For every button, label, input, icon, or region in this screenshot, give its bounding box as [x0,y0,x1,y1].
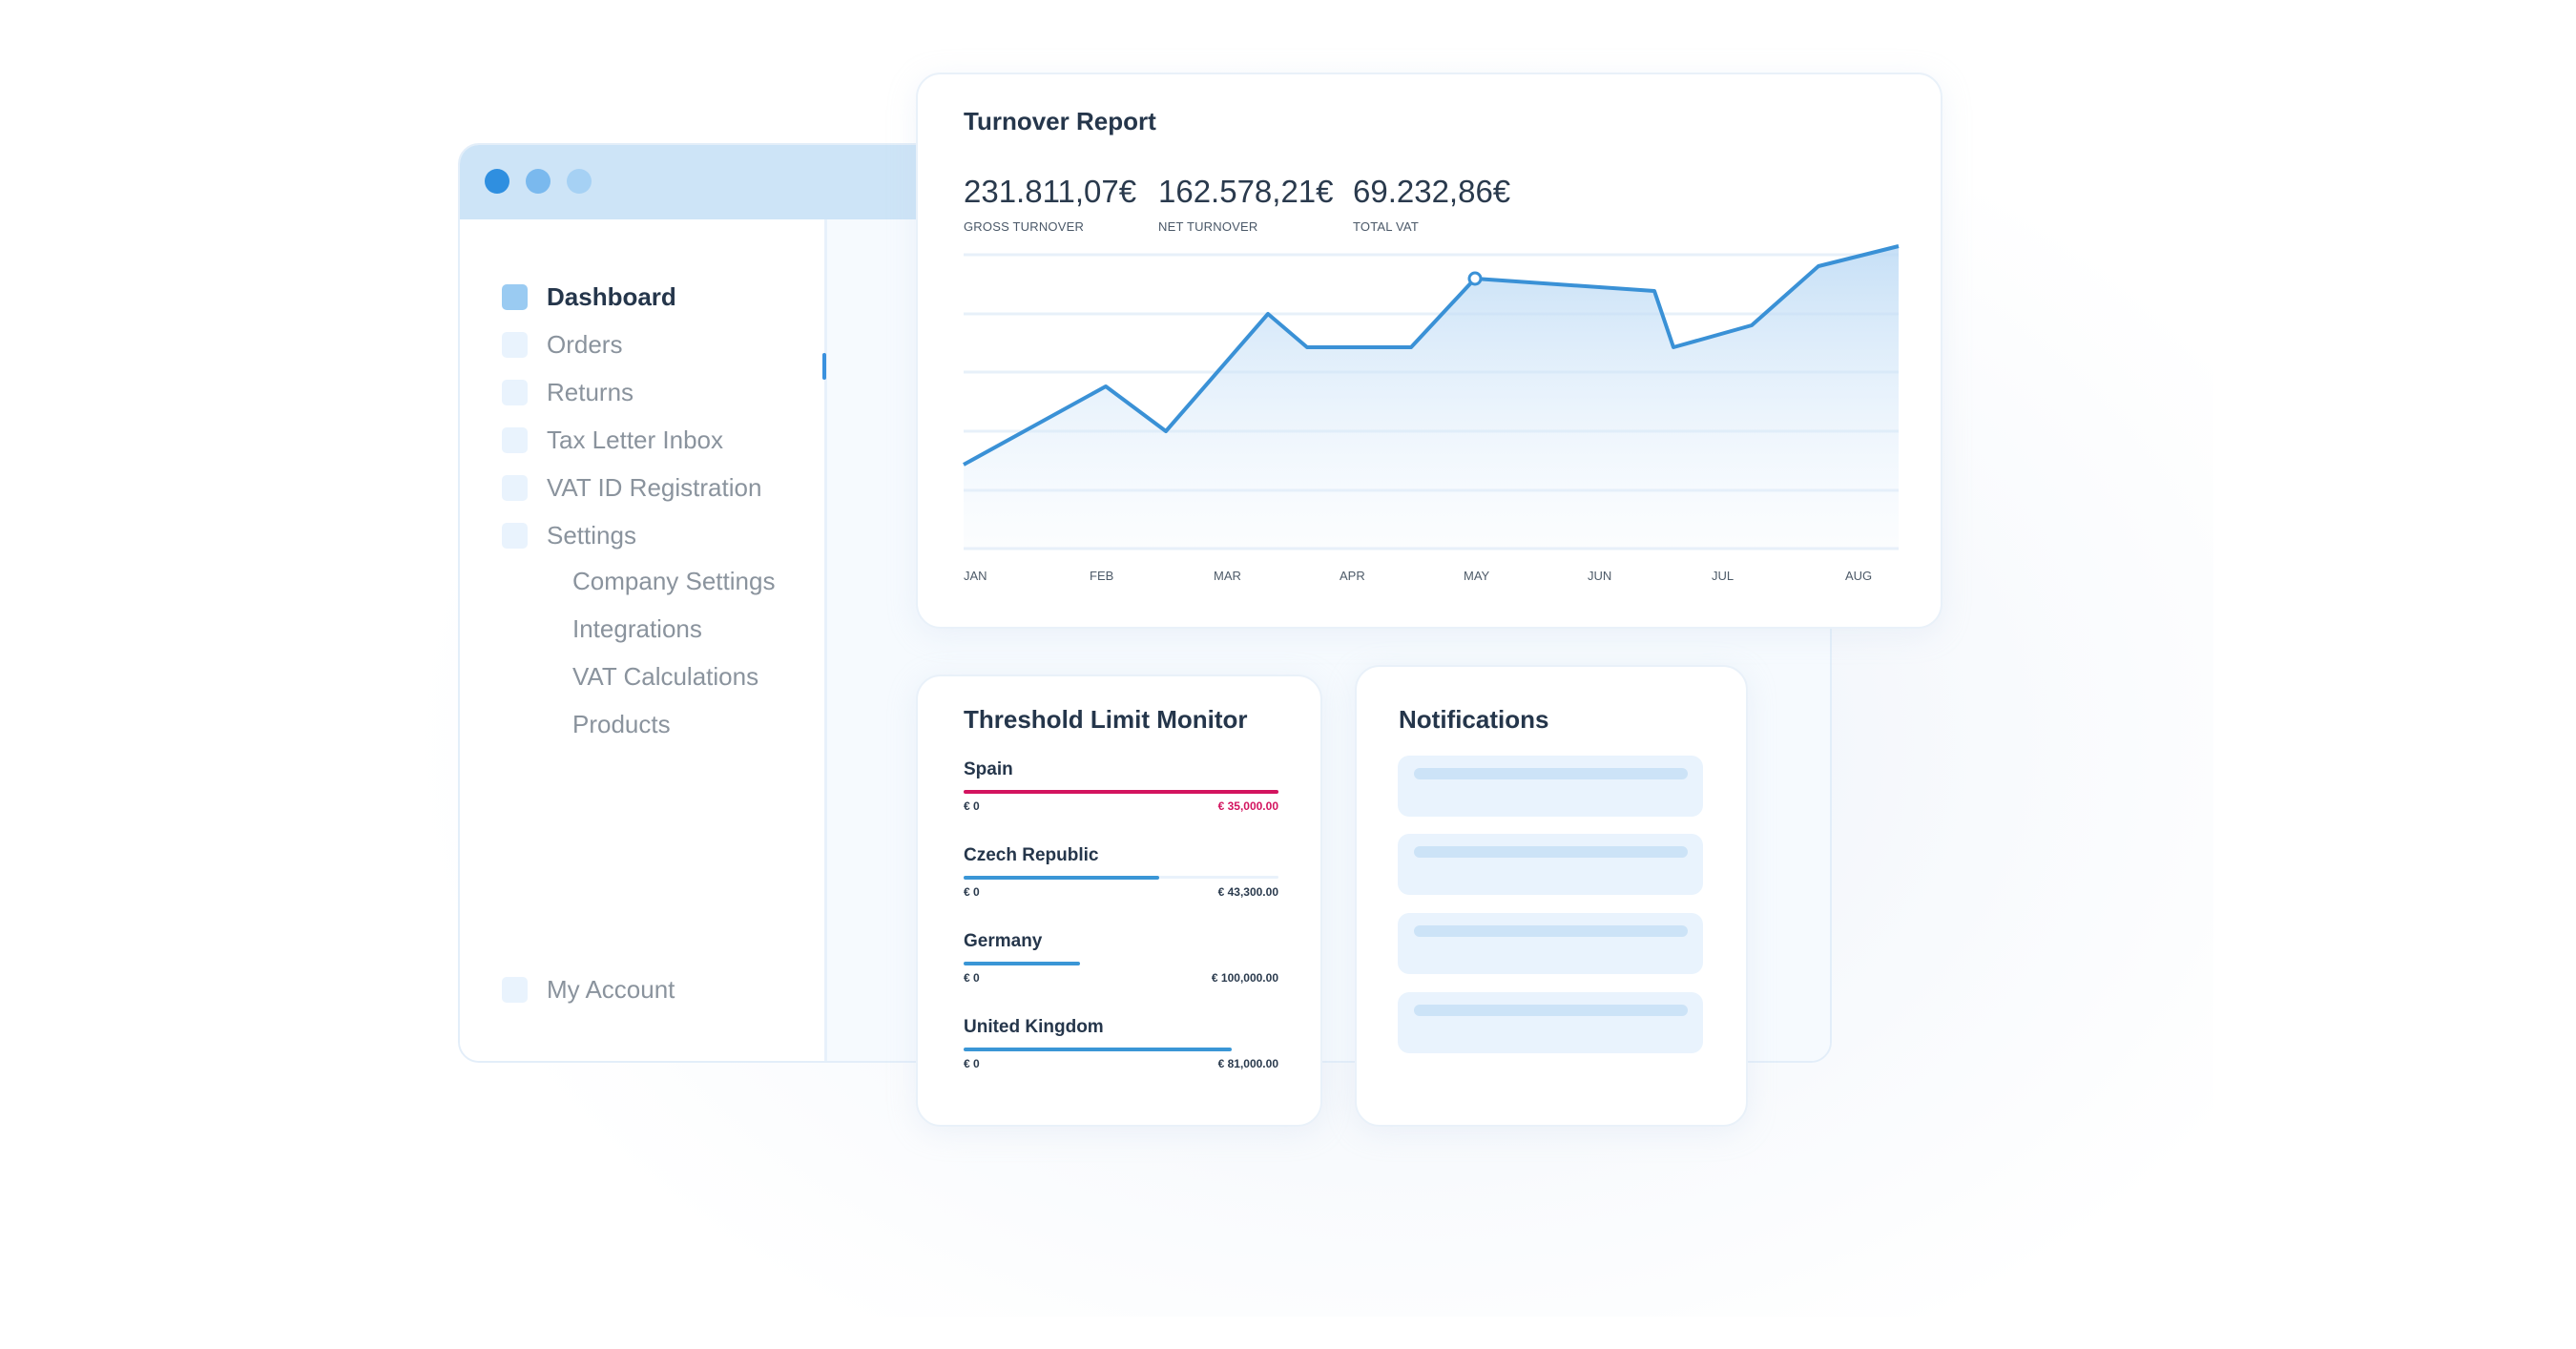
threshold-progress-track [964,1048,1278,1051]
sidebar-subitem-company-settings[interactable]: Company Settings [572,567,776,595]
turnover-report-card: Turnover Report 231.811,07€ GROSS TURNOV… [916,73,1942,629]
threshold-max: € 100,000.00 [1211,971,1278,985]
net-turnover-label: NET TURNOVER [1158,219,1258,234]
month-label: AUG [1845,569,1873,583]
inbox-icon [502,426,528,453]
sidebar-subitem-vat-calculations[interactable]: VAT Calculations [572,662,759,691]
sidebar-item-label: Settings [547,520,636,550]
orders-icon [502,331,528,358]
sidebar-item-label: VAT ID Registration [547,472,762,502]
threshold-title: Threshold Limit Monitor [964,705,1248,734]
notification-placeholder-line [1414,925,1688,937]
threshold-min: € 0 [964,971,980,985]
month-label: MAR [1214,569,1241,583]
window-close-button[interactable] [485,169,509,194]
month-label: JAN [964,569,987,583]
notification-item[interactable] [1398,834,1703,895]
notification-placeholder-line [1414,1005,1688,1016]
window-maximize-button[interactable] [567,169,592,194]
threshold-progress-fill [964,1048,1232,1051]
registration-icon [502,474,528,501]
sidebar-item-settings[interactable]: Settings [502,519,636,551]
window-minimize-button[interactable] [526,169,551,194]
gross-turnover-label: GROSS TURNOVER [964,219,1085,234]
total-vat-label: TOTAL VAT [1353,219,1419,234]
net-turnover-value: 162.578,21€ [1158,174,1334,209]
sidebar-item-label: Returns [547,377,634,406]
threshold-max: € 35,000.00 [1217,799,1278,813]
active-indicator [822,353,826,380]
sidebar-item-label: Orders [547,329,623,359]
threshold-progress-track [964,962,1278,965]
sidebar-item-label: Dashboard [547,281,676,311]
sidebar-item-tax-letter-inbox[interactable]: Tax Letter Inbox [502,424,723,456]
threshold-progress-fill [964,962,1081,965]
turnover-chart [963,244,1900,550]
month-label: JUN [1588,569,1612,583]
notification-item[interactable] [1398,913,1703,974]
month-label: MAY [1464,569,1490,583]
sidebar-item-label: Tax Letter Inbox [547,425,723,454]
sidebar-item-my-account[interactable]: My Account [502,973,675,1006]
sidebar-subitem-integrations[interactable]: Integrations [572,614,702,643]
threshold-progress-track [964,876,1278,880]
notifications-title: Notifications [1399,705,1549,734]
dashboard-icon [502,283,528,310]
threshold-max: € 81,000.00 [1217,1057,1278,1070]
notification-placeholder-line [1414,846,1688,858]
threshold-min: € 0 [964,1057,980,1070]
threshold-max: € 43,300.00 [1217,885,1278,899]
notification-item[interactable] [1398,992,1703,1053]
threshold-progress-fill [964,876,1159,880]
sidebar-item-label: My Account [547,974,675,1004]
threshold-country: United Kingdom [964,1017,1104,1037]
returns-icon [502,379,528,405]
sidebar-subitem-products[interactable]: Products [572,710,671,738]
chart-highlight-point [1467,271,1483,286]
sidebar-item-returns[interactable]: Returns [502,376,634,408]
threshold-limit-card: Threshold Limit Monitor Spain € 0 € 35,0… [916,674,1322,1127]
turnover-title: Turnover Report [964,107,1156,135]
gross-turnover-value: 231.811,07€ [964,174,1137,209]
threshold-min: € 0 [964,799,980,813]
month-label: JUL [1712,569,1735,583]
notification-placeholder-line [1414,768,1688,779]
threshold-country: Czech Republic [964,845,1099,865]
sidebar-item-dashboard[interactable]: Dashboard [502,280,676,313]
sidebar-item-vat-id-registration[interactable]: VAT ID Registration [502,471,761,504]
threshold-country: Germany [964,931,1043,951]
month-label: APR [1340,569,1365,583]
settings-icon [502,522,528,549]
threshold-progress-fill [964,790,1278,794]
threshold-min: € 0 [964,885,980,899]
threshold-country: Spain [964,759,1013,779]
sidebar-item-orders[interactable]: Orders [502,328,622,361]
sidebar: Dashboard Orders Returns Tax Letter Inbo… [460,219,827,1061]
month-label: FEB [1090,569,1114,583]
threshold-progress-track [964,790,1278,794]
notifications-card: Notifications [1355,665,1748,1127]
notification-item[interactable] [1398,756,1703,817]
chart-line [963,244,1900,467]
account-icon [502,976,528,1003]
chart-area [964,246,1899,549]
total-vat-value: 69.232,86€ [1353,174,1511,209]
